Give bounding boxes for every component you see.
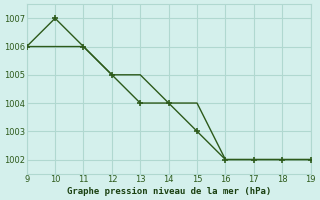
X-axis label: Graphe pression niveau de la mer (hPa): Graphe pression niveau de la mer (hPa) [67, 187, 271, 196]
